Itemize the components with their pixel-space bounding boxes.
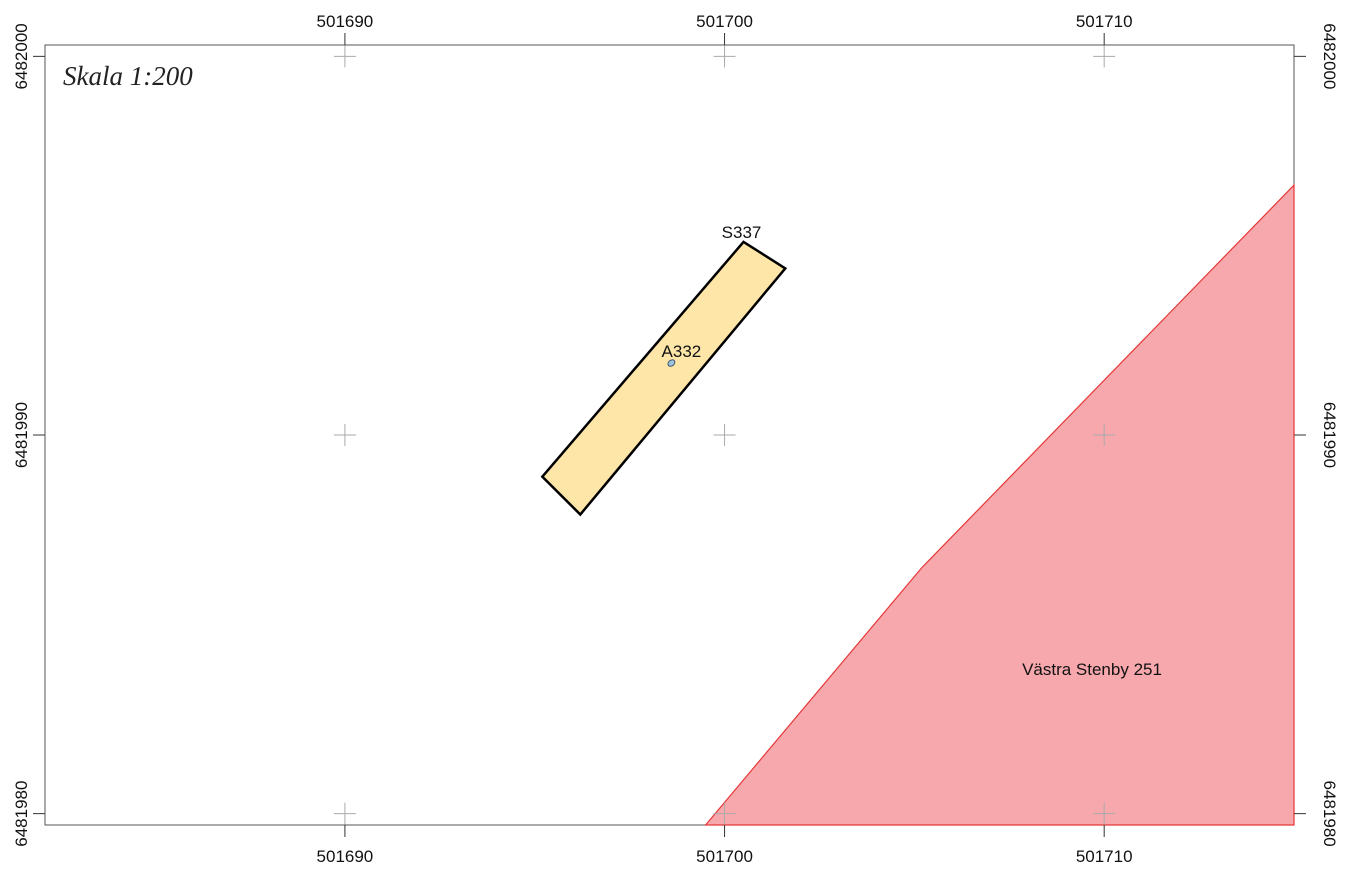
- x-tick-label-top: 501700: [696, 12, 753, 31]
- x-tick-label-bottom: 501700: [696, 847, 753, 866]
- axis-left: 6482000 6481990 6481980: [12, 23, 45, 847]
- grid-crosses: [333, 45, 1116, 825]
- x-tick-label-top: 501690: [317, 12, 374, 31]
- property-label: Västra Stenby 251: [1022, 660, 1162, 679]
- x-tick-label-top: 501710: [1076, 12, 1133, 31]
- find-marker[interactable]: [667, 358, 676, 367]
- y-tick-label-left: 6482000: [12, 23, 31, 89]
- axis-top: 501690 501700 501710: [317, 12, 1133, 45]
- trench-polygon[interactable]: [540, 240, 788, 517]
- y-tick-label-right: 6481980: [1320, 781, 1339, 847]
- x-tick-label-bottom: 501690: [317, 847, 374, 866]
- scale-label: Skala 1:200: [63, 61, 193, 91]
- y-tick-label-left: 6481990: [12, 402, 31, 468]
- x-tick-label-bottom: 501710: [1076, 847, 1133, 866]
- axis-bottom: 501690 501700 501710: [317, 825, 1133, 866]
- y-tick-label-right: 6481990: [1320, 402, 1339, 468]
- find-label: A332: [662, 342, 702, 361]
- property-parcel[interactable]: [704, 183, 1295, 826]
- y-tick-label-left: 6481980: [12, 781, 31, 847]
- trench-label: S337: [722, 223, 762, 242]
- y-tick-label-right: 6482000: [1320, 23, 1339, 89]
- axis-right: 6482000 6481990 6481980: [1294, 23, 1339, 847]
